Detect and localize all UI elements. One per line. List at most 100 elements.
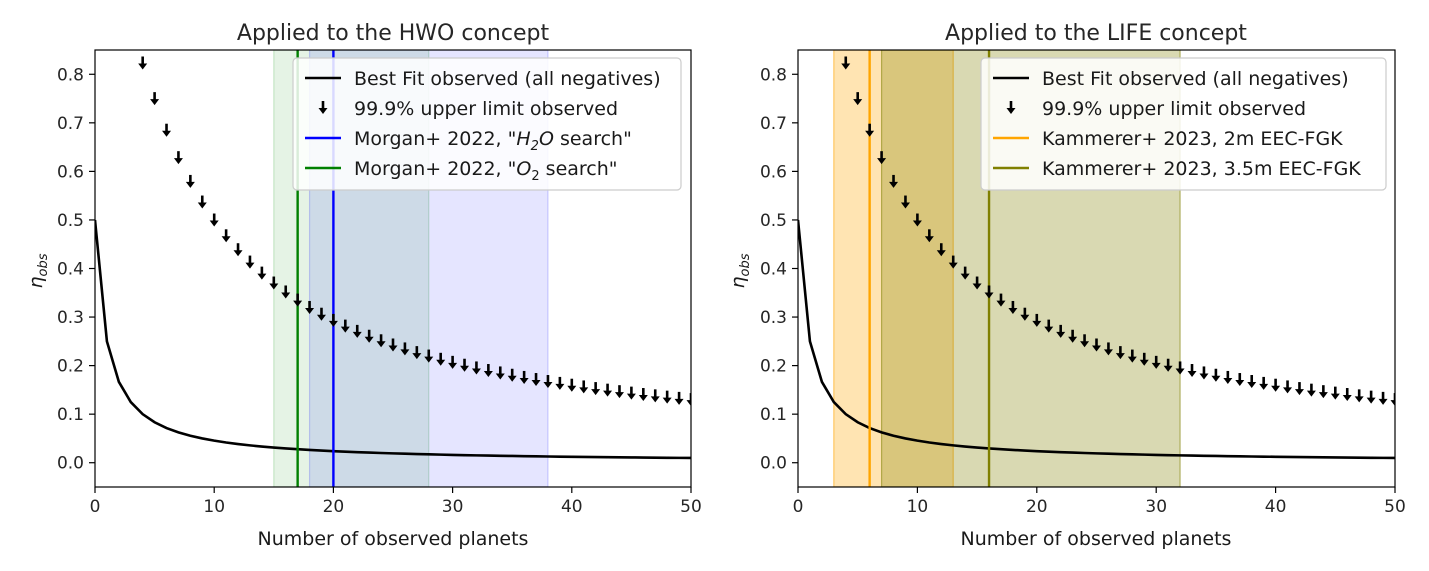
x-axis-label: Number of observed planets <box>258 528 529 550</box>
y-tick-label: 0.5 <box>760 211 787 231</box>
legend-item: 99.9% upper limit observed <box>318 98 618 120</box>
upper-limit-head <box>1080 341 1090 348</box>
legend-item: Best Fit observed (all negatives) <box>305 68 661 90</box>
upper-limit-head <box>1306 390 1316 397</box>
upper-limit-marker <box>448 355 458 369</box>
upper-limit-head <box>1020 314 1030 321</box>
upper-limit-head <box>1008 307 1018 314</box>
upper-limit-head <box>340 326 350 333</box>
upper-limit-marker <box>531 373 541 387</box>
upper-limit-marker <box>662 390 672 404</box>
y-tick-label: 0.0 <box>57 454 84 474</box>
legend-label: Best Fit observed (all negatives) <box>1042 68 1349 90</box>
upper-limit-marker <box>603 383 613 397</box>
upper-limit-head <box>1187 371 1197 378</box>
upper-limit-marker <box>352 324 362 338</box>
upper-limit-marker <box>674 391 684 405</box>
y-tick-label: 0.4 <box>760 260 787 280</box>
upper-limit-head <box>150 99 160 106</box>
upper-limit-marker <box>1211 368 1221 382</box>
upper-limit-marker <box>1103 342 1113 356</box>
upper-limit-marker <box>1318 385 1328 399</box>
upper-limit-marker <box>650 389 660 403</box>
upper-limit-head <box>1199 373 1209 380</box>
y-tick-label: 0.4 <box>57 260 84 280</box>
upper-limit-head <box>1223 377 1233 384</box>
upper-limit-marker <box>1139 352 1149 366</box>
upper-limit-head <box>1259 383 1269 390</box>
legend-item: Kammerer+ 2023, 2m EEC-FGK <box>993 128 1343 150</box>
upper-limit-marker <box>483 364 493 378</box>
upper-limit-head <box>471 368 481 375</box>
upper-limit-head <box>1294 389 1304 396</box>
upper-limit-marker <box>686 393 691 407</box>
upper-limit-head <box>1163 365 1173 372</box>
upper-limit-marker <box>638 388 648 402</box>
upper-limit-marker <box>209 213 219 227</box>
upper-limit-marker <box>328 313 338 327</box>
upper-limit-marker <box>1199 366 1209 380</box>
upper-limit-marker <box>233 243 243 257</box>
legend-item: Best Fit observed (all negatives) <box>993 68 1349 90</box>
upper-limit-head <box>1044 326 1054 333</box>
upper-limit-head <box>841 63 851 70</box>
upper-limit-head <box>960 273 970 280</box>
upper-limit-marker <box>1259 376 1269 390</box>
upper-limit-head <box>269 283 279 290</box>
legend-label: Kammerer+ 2023, 3.5m EEC-FGK <box>1042 158 1361 180</box>
upper-limit-marker <box>424 349 434 363</box>
upper-limit-marker <box>1235 373 1245 387</box>
upper-limit-marker <box>1151 355 1161 369</box>
upper-limit-marker <box>1306 383 1316 397</box>
legend-label: Morgan+ 2022, "H2O search" <box>354 128 632 154</box>
upper-limit-head <box>364 336 374 343</box>
upper-limit-head <box>507 375 517 382</box>
upper-limit-head <box>924 236 934 243</box>
upper-limit-marker <box>924 229 934 243</box>
best-fit-line <box>95 219 691 460</box>
upper-limit-marker <box>841 56 851 70</box>
upper-limit-head <box>126 26 135 32</box>
y-axis-label: ηobs <box>727 253 753 288</box>
upper-limit-head <box>305 307 315 314</box>
upper-limit-marker <box>567 378 577 392</box>
upper-limit-marker <box>1283 380 1293 394</box>
upper-limit-head <box>1342 395 1352 402</box>
upper-limit-marker <box>269 276 279 290</box>
y-tick-label: 0.8 <box>57 65 84 85</box>
x-tick-label: 20 <box>1026 497 1048 517</box>
upper-limit-head <box>662 397 672 404</box>
y-tick-label: 0.8 <box>760 65 787 85</box>
upper-limit-head <box>1115 353 1125 360</box>
chart-life: Applied to the LIFE concept Number of ob… <box>727 21 1406 550</box>
upper-limit-marker <box>1044 319 1054 333</box>
upper-limit-head <box>424 356 434 363</box>
y-tick-label: 0.7 <box>57 114 84 134</box>
upper-limit-head <box>233 250 243 257</box>
upper-limit-head <box>889 181 899 188</box>
chart-title: Applied to the HWO concept <box>237 21 550 46</box>
legend-item: Morgan+ 2022, "O2 search" <box>305 158 618 184</box>
upper-limit-head <box>1330 393 1340 400</box>
upper-limit-head <box>1127 356 1137 363</box>
y-tick-label: 0.2 <box>760 357 787 377</box>
upper-limit-marker <box>364 329 374 343</box>
upper-limit-marker <box>340 319 350 333</box>
legend-item: Kammerer+ 2023, 3.5m EEC-FGK <box>993 158 1361 180</box>
upper-limit-head <box>1151 362 1161 369</box>
x-tick-label: 50 <box>1384 497 1406 517</box>
upper-limit-marker <box>293 293 303 307</box>
legend: Best Fit observed (all negatives) 99.9% u… <box>292 57 682 191</box>
x-tick-label: 50 <box>680 497 702 517</box>
upper-limit-marker <box>376 334 386 348</box>
upper-limit-head <box>567 385 577 392</box>
legend-label: Morgan+ 2022, "O2 search" <box>354 158 618 184</box>
upper-limit-head <box>1103 349 1113 356</box>
upper-limit-marker <box>1020 307 1030 321</box>
upper-limit-marker <box>460 358 470 372</box>
upper-limit-marker <box>519 370 529 384</box>
upper-limit-head <box>579 387 589 394</box>
legend-item: 99.9% upper limit observed <box>1006 98 1306 120</box>
upper-limit-head <box>197 202 207 209</box>
upper-limit-marker <box>1390 393 1395 407</box>
